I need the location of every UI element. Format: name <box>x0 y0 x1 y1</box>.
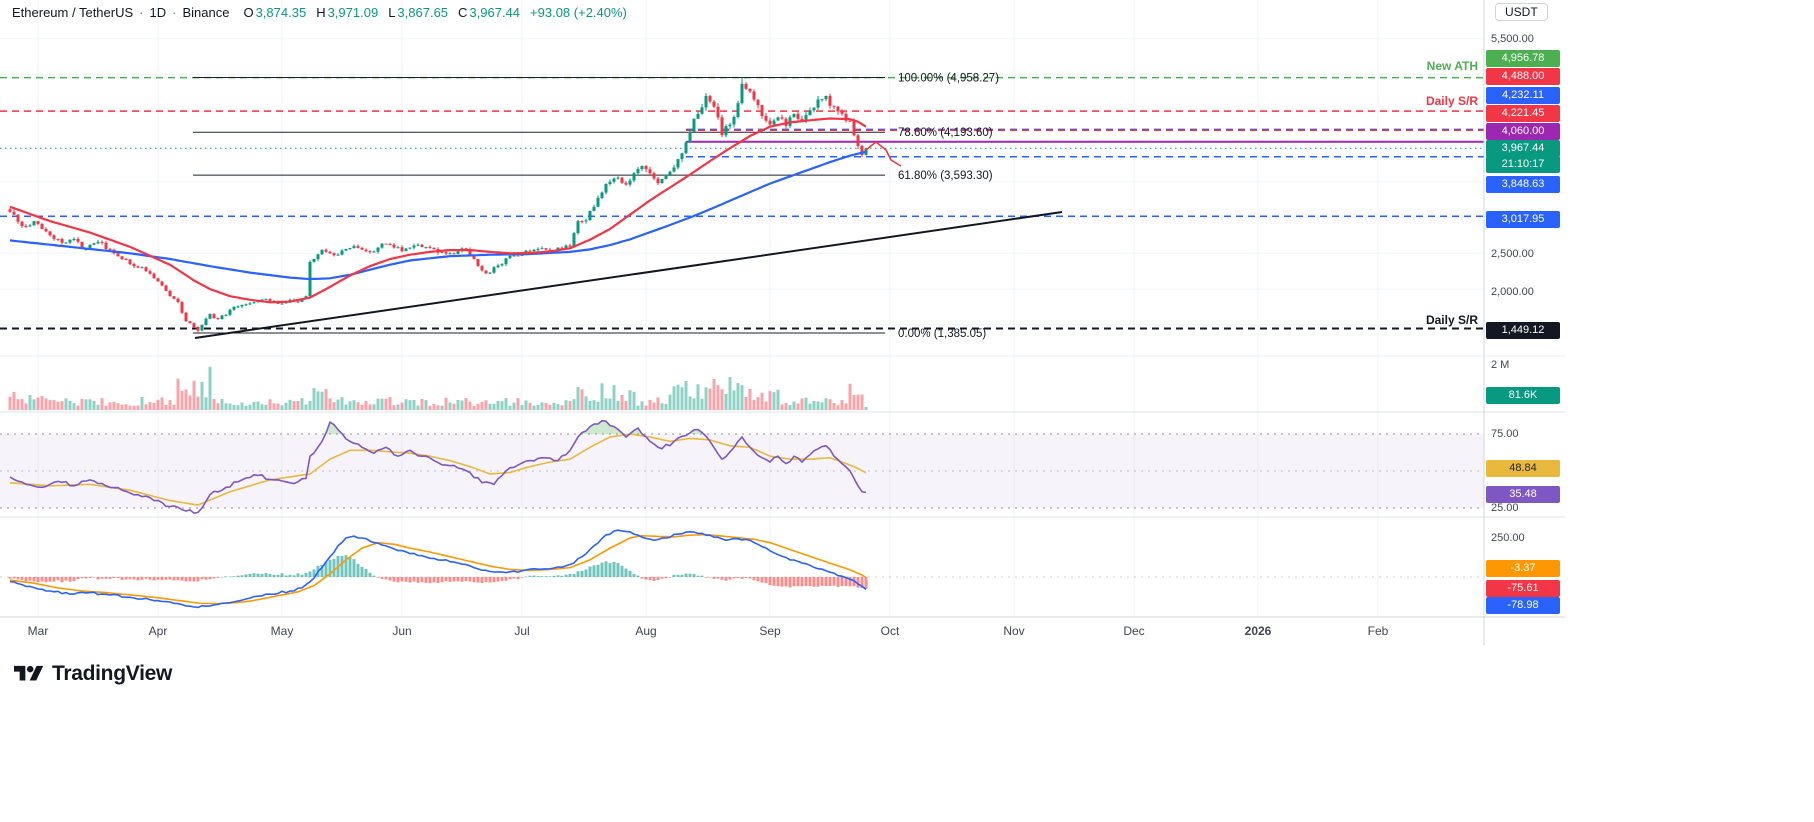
volume-bars <box>8 366 868 410</box>
level-label: New ATH <box>1427 59 1478 73</box>
current-price-badge: 3,967.44 <box>1486 139 1560 157</box>
chart-canvas[interactable]: 100.00% (4,958.27) 78.60% (4,193.60) 61.80… <box>0 0 1565 645</box>
macd-line <box>9 529 867 609</box>
daily-sr-price-badge: 1,449.12 <box>1486 321 1560 339</box>
rsi-value-badge: 35.48 <box>1486 485 1560 503</box>
macd-histogram-value-badge: -75.61 <box>1486 579 1560 597</box>
macd-signal-value-badge: -3.37 <box>1486 559 1560 577</box>
axis-tick-label: 2,500.00 <box>1491 248 1534 260</box>
tradingview-logo-mark <box>14 665 44 681</box>
high-pair: H 3,971.09 <box>316 5 378 20</box>
time-axis-label: Aug <box>635 624 656 638</box>
ascending-trendline[interactable] <box>194 211 1063 339</box>
axis-tick-label: 75.00 <box>1491 428 1519 440</box>
macd-signal-line <box>9 533 867 605</box>
time-axis[interactable]: Mar Apr May Jun Jul Aug Sep Oct Nov Dec 2026 Feb <box>28 624 1389 638</box>
separator-dot: · <box>172 5 177 20</box>
daily-sr-price-badge: 4,221.45 <box>1486 104 1560 122</box>
tradingview-logo[interactable]: TradingView <box>14 662 172 686</box>
level-label: Daily S/R <box>1426 313 1478 327</box>
ohlc-values: O 3,874.35 H 3,971.09 L 3,867.65 C 3,967.44 … <box>243 5 626 20</box>
time-axis-label: 2026 <box>1245 624 1272 638</box>
low-label: L <box>388 5 396 20</box>
currency-toggle-button[interactable]: USDT <box>1495 3 1548 21</box>
axis-tick-label: 25.00 <box>1491 502 1519 514</box>
time-axis-label: Feb <box>1368 624 1389 638</box>
change-value: +93.08 (+2.40%) <box>530 5 627 20</box>
low-value: 3,867.65 <box>397 5 449 20</box>
level-labels: New ATH Daily S/R Daily S/R <box>1426 59 1478 327</box>
horizontal-level-lines[interactable] <box>0 76 1484 330</box>
fib-level-label: 0.00% (1,385.05) <box>898 328 986 340</box>
time-axis-label: Apr <box>149 624 168 638</box>
axis-tick-label: 5,500.00 <box>1491 33 1534 45</box>
open-value: 3,874.35 <box>255 5 307 20</box>
level-price-badge: 4,232.11 <box>1486 86 1560 104</box>
close-value: 3,967.44 <box>469 5 521 20</box>
time-axis-label: Nov <box>1003 624 1024 638</box>
price-axis[interactable]: 5,500.00 2,500.00 2,000.00 2 M 75.00 25.00 250… <box>1484 0 1565 645</box>
fibonacci-retracement[interactable]: 100.00% (4,958.27) 78.60% (4,193.60) 61.80… <box>193 73 999 341</box>
candlesticks <box>8 77 868 333</box>
high-value: 3,971.09 <box>327 5 379 20</box>
time-axis-label: Jun <box>392 624 411 638</box>
rsi-line <box>9 419 867 515</box>
rsi-ma-line <box>9 433 867 506</box>
time-axis-label: Sep <box>759 624 781 638</box>
axis-tick-label: 2 M <box>1491 359 1510 371</box>
open-pair: O 3,874.35 <box>243 5 306 20</box>
time-axis-label: Dec <box>1123 624 1144 638</box>
fast-ma-line <box>9 117 867 304</box>
symbol-info-bar: Ethereum / TetherUS · 1D · Binance O 3,87… <box>12 5 627 20</box>
axis-tick-label: 250.00 <box>1491 532 1525 544</box>
time-axis-label: Jul <box>514 624 529 638</box>
time-axis-label: Mar <box>28 624 49 638</box>
time-axis-label: Oct <box>881 624 900 638</box>
level-label: Daily S/R <box>1426 94 1478 108</box>
high-label: H <box>316 5 326 20</box>
interval-label[interactable]: 1D <box>149 5 167 20</box>
macd-value-badge: -78.98 <box>1486 596 1560 614</box>
level-price-badge: 4,060.00 <box>1486 122 1560 140</box>
resistance-price-badge: 4,488.00 <box>1486 67 1560 85</box>
rsi-pane <box>0 419 1484 515</box>
low-pair: L 3,867.65 <box>388 5 448 20</box>
tradingview-logo-text: TradingView <box>52 662 173 685</box>
level-price-badge: 3,848.63 <box>1486 175 1560 193</box>
grid-lines <box>0 0 1484 617</box>
candle-countdown-badge: 21:10:17 <box>1486 155 1560 173</box>
exchange-label[interactable]: Binance <box>182 5 230 20</box>
ath-price-badge: 4,956.78 <box>1486 49 1560 67</box>
close-label: C <box>458 5 468 20</box>
fib-level-label: 100.00% (4,958.27) <box>898 73 999 85</box>
close-pair: C 3,967.44 <box>458 5 520 20</box>
time-axis-label: May <box>271 624 294 638</box>
macd-pane <box>0 529 1484 609</box>
volume-value-badge: 81.6K <box>1486 386 1560 404</box>
price-drop-annotation[interactable] <box>865 141 902 167</box>
level-price-badge: 3,017.95 <box>1486 210 1560 228</box>
fib-level-label: 78.60% (4,193.60) <box>898 127 993 139</box>
symbol-name[interactable]: Ethereum / TetherUS <box>12 5 134 20</box>
open-label: O <box>243 5 254 20</box>
separator-dot: · <box>139 5 144 20</box>
fib-level-label: 61.80% (3,593.30) <box>898 170 993 182</box>
axis-tick-label: 2,000.00 <box>1491 286 1534 298</box>
rsi-ma-value-badge: 48.84 <box>1486 459 1560 477</box>
